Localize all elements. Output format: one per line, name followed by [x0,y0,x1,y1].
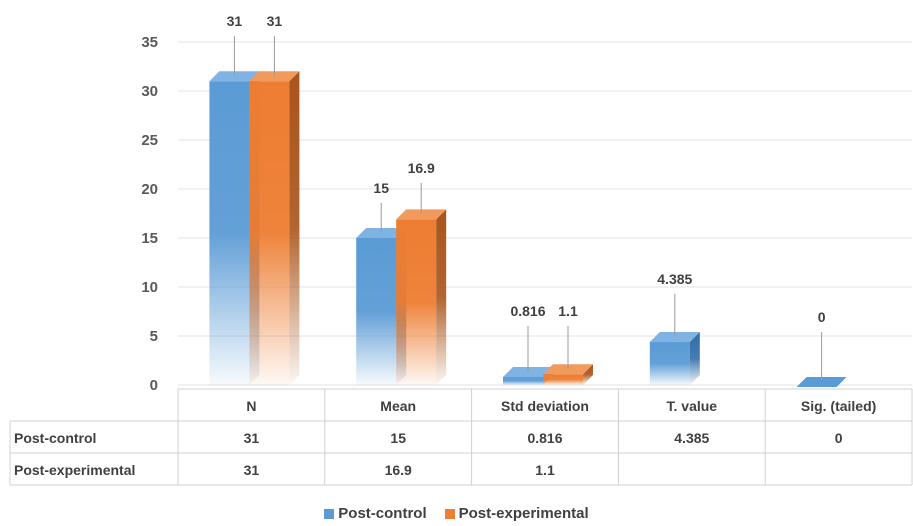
y-tick-label: 35 [141,34,158,51]
table-row-header: Post-control [14,430,96,446]
bar-front [209,81,250,385]
bar-top [796,377,847,387]
y-tick-label: 10 [141,279,158,296]
bar-post-control-4 [796,377,847,387]
legend-swatch [324,508,335,519]
y-tick-label: 20 [141,181,158,198]
legend-label: Post-control [338,505,427,522]
y-tick-label: 15 [141,230,158,247]
y-tick-label: 25 [141,132,158,149]
data-label: 1.1 [558,303,578,319]
gridlines [178,41,912,386]
category-label: T. value [667,398,718,414]
bar-front [649,342,690,385]
bar-front [356,238,397,385]
legend: Post-control Post-experimental [0,505,913,522]
y-tick-label: 0 [150,377,158,394]
data-label: 16.9 [408,160,435,176]
y-tick-label: 30 [141,83,158,100]
table-cell: 16.9 [385,462,412,478]
y-tick-label: 5 [150,328,158,345]
legend-item: Post-control [324,505,427,522]
bar-front [543,374,583,385]
data-table: N Mean Std deviation T. value Sig. (tailed) P… [9,388,913,486]
table-cell: 15 [390,430,406,446]
bar-front [249,81,290,385]
bar-post-experimental-1 [396,209,447,385]
category-label: Mean [380,398,416,414]
table-cell: 4.385 [674,430,709,446]
data-label: 31 [227,13,243,29]
data-label: 15 [373,180,389,196]
table-cell: 0.816 [527,430,562,446]
table-cell: 31 [244,430,260,446]
data-label: 4.385 [657,271,692,287]
table-cell: 1.1 [535,462,555,478]
bar-post-control-3 [649,332,700,385]
data-label: 0.816 [510,303,545,319]
bar-front [396,219,437,385]
bar-side [436,209,447,385]
bar-side [289,71,300,385]
bar-front [503,377,543,385]
legend-swatch [444,508,455,519]
bar-side [689,332,700,385]
category-label: N [246,398,256,414]
data-labels: 31 15 0.816 4.385 0 31 16.9 1.1 [227,13,826,380]
table-row-header: Post-experimental [14,462,135,478]
category-label: Std deviation [501,398,589,414]
table-cell: 31 [244,462,260,478]
legend-label: Post-experimental [458,505,589,522]
y-axis: 0 5 10 15 20 25 30 35 [141,34,158,394]
data-label: 31 [267,13,283,29]
table-cell: 0 [835,430,843,446]
bar-side [583,364,593,385]
bars [209,71,847,387]
data-label: 0 [818,309,826,325]
legend-item: Post-experimental [444,505,589,522]
category-label: Sig. (tailed) [801,398,876,414]
bar-post-experimental-0 [249,71,300,385]
